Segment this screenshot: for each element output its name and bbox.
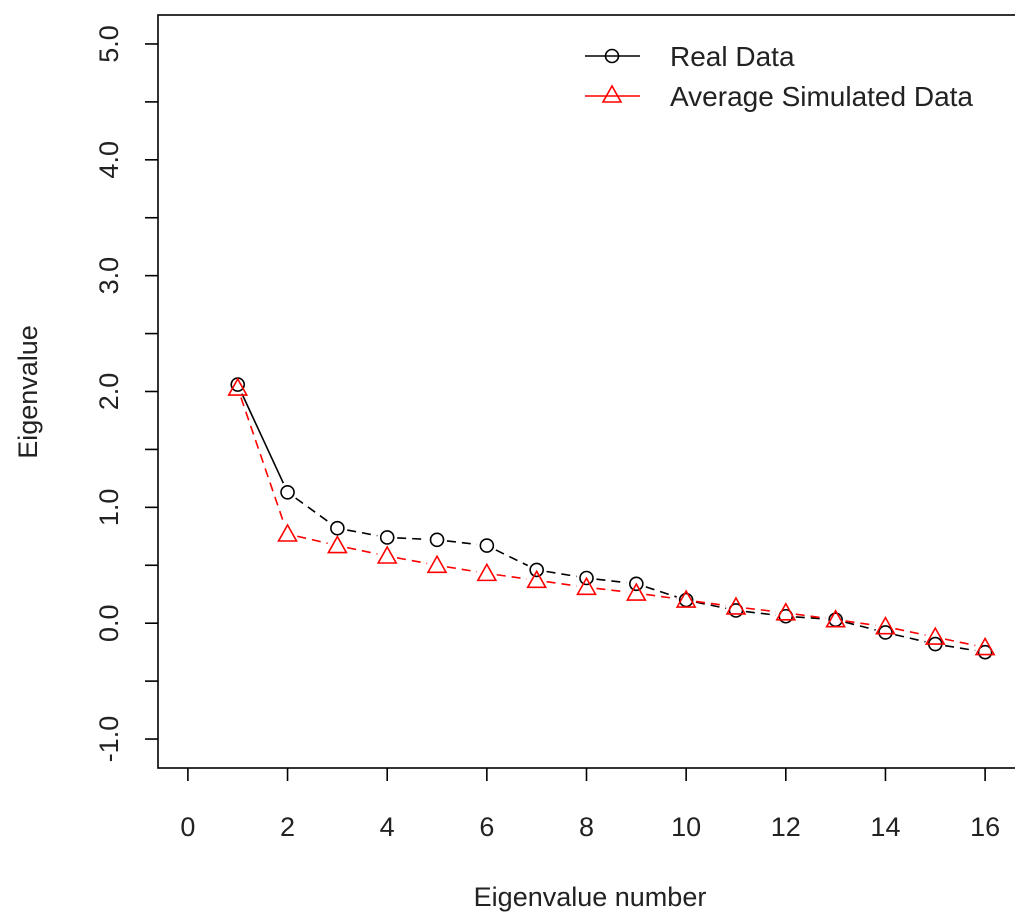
series-line-simulated-data (496, 573, 527, 580)
series-line-simulated-data (297, 535, 328, 545)
y-tick-label: 2.0 (94, 373, 124, 411)
series-line-simulated-data (944, 638, 976, 647)
data-point-real-data (579, 570, 594, 586)
series-line-real-data (397, 537, 428, 541)
series-line-real-data (845, 621, 876, 631)
data-point-simulated-data (675, 589, 697, 608)
x-tick-label: 10 (671, 812, 701, 842)
x-tick-label: 12 (771, 812, 801, 842)
data-point-simulated-data (924, 626, 946, 645)
data-point-simulated-data (526, 569, 548, 589)
y-tick-label: 3.0 (94, 257, 124, 295)
x-tick-label: 8 (579, 812, 594, 842)
data-point-simulated-data (825, 609, 846, 628)
data-point-simulated-data (376, 545, 398, 564)
series-line-simulated-data (845, 620, 876, 627)
series-line-simulated-data (895, 627, 926, 636)
data-point-simulated-data (974, 636, 996, 656)
x-axis-label: Eigenvalue number (474, 882, 707, 912)
y-tick-label: 1.0 (94, 489, 124, 527)
data-point-real-data (379, 530, 395, 545)
series-line-real-data (347, 529, 378, 537)
series-line-real-data (645, 586, 677, 598)
series-line-simulated-data (795, 613, 826, 620)
y-tick-label: 0.0 (94, 604, 124, 642)
y-tick-label: 5.0 (94, 25, 124, 63)
series-line-real-data (546, 570, 577, 578)
data-point-simulated-data (426, 554, 448, 574)
series-line-real-data (596, 578, 627, 584)
x-tick-label: 0 (180, 812, 195, 842)
legend-label-real-data: Real Data (670, 41, 795, 72)
series-line-simulated-data (596, 587, 627, 593)
x-tick-label: 2 (280, 812, 295, 842)
series-line-simulated-data (745, 607, 776, 613)
data-point-simulated-data (327, 534, 348, 554)
plot-frame (157, 14, 1015, 769)
legend-entry-real-data: Real Data (585, 41, 795, 72)
data-point-simulated-data (277, 523, 298, 542)
series-line-simulated-data (346, 546, 378, 555)
y-tick-label: -1.0 (94, 716, 124, 763)
legend-label-simulated-data: Average Simulated Data (670, 81, 973, 112)
series-line-real-data (895, 633, 926, 643)
series-line-simulated-data (695, 600, 727, 607)
data-point-simulated-data (875, 616, 896, 635)
data-point-real-data (429, 532, 445, 548)
y-tick-label: 4.0 (94, 141, 124, 179)
legend: Real Data Average Simulated Data (585, 41, 973, 112)
legend-entry-simulated-data: Average Simulated Data (585, 81, 973, 112)
series-line-real-data (446, 540, 478, 546)
plot-area: 0 2 4 6 8 10 12 14 16 -1.0 0.0 1.0 2.0 3.0 4.0 5.0 (94, 14, 1015, 842)
series-line-simulated-data (546, 580, 577, 587)
data-point-simulated-data (625, 582, 647, 601)
data-point-real-data (529, 562, 544, 578)
series-line-simulated-data (396, 557, 428, 565)
data-point-real-data (878, 625, 893, 640)
series-line-simulated-data (646, 593, 677, 600)
legend-marker-simulated-data (601, 84, 623, 103)
series-line-real-data (495, 549, 529, 567)
x-tick-label: 4 (380, 812, 395, 842)
series-line-real-data (241, 393, 285, 484)
series-line-simulated-data (240, 397, 286, 525)
data-point-real-data (479, 538, 495, 553)
data-point-simulated-data (725, 596, 747, 615)
data-point-simulated-data (476, 562, 498, 582)
y-axis-label: Eigenvalue (13, 325, 43, 459)
data-point-real-data (330, 520, 345, 536)
data-point-simulated-data (227, 377, 249, 396)
x-tick-label: 16 (970, 812, 1000, 842)
series-line-real-data (945, 644, 976, 652)
x-tick-label: 14 (870, 812, 900, 842)
series-line-real-data (295, 497, 330, 524)
series-line-real-data (695, 601, 727, 610)
data-point-simulated-data (775, 602, 797, 621)
series-line-real-data (745, 610, 776, 616)
data-point-simulated-data (576, 576, 597, 596)
x-tick-label: 6 (479, 812, 494, 842)
legend-marker-real-data (604, 48, 620, 64)
series-line-simulated-data (446, 566, 478, 573)
series-line-real-data (795, 616, 826, 620)
data-point-real-data (977, 644, 993, 660)
data-point-real-data (629, 576, 644, 592)
data-point-real-data (280, 484, 295, 500)
